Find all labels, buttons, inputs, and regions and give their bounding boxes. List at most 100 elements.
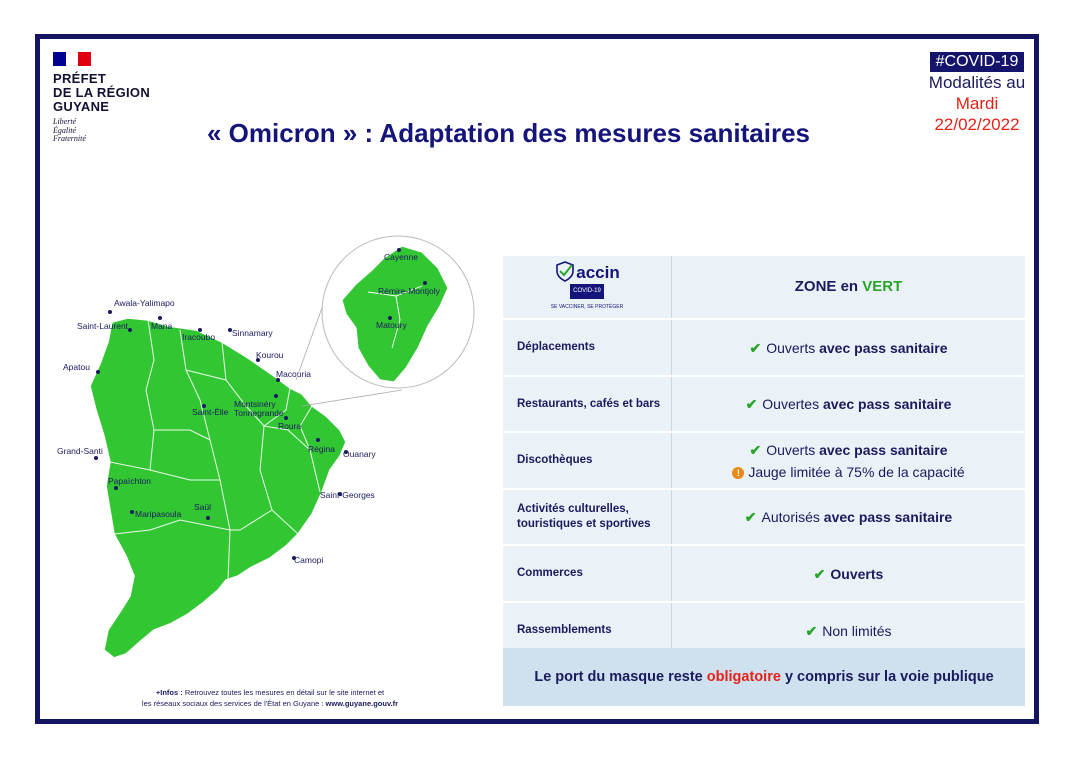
logo-line-2: DE LA RÉGION xyxy=(53,85,151,100)
town-dot xyxy=(397,248,401,252)
town-label: Awala-Yalimapo xyxy=(114,298,175,308)
infos-text-2: les réseaux sociaux des services de l'Ét… xyxy=(141,699,326,708)
town-label: Sinnamary xyxy=(232,328,273,338)
town-dot xyxy=(206,516,210,520)
footer-obligatoire: obligatoire xyxy=(706,669,781,685)
infos-bold: +Infos : xyxy=(155,688,183,697)
town-label: Saül xyxy=(194,502,211,512)
vaccin-logo: accin COVID-19 SE VACCINER, SE PROTÉGER xyxy=(503,256,672,318)
infos-text-1: Retrouvez toutes les mesures en détail s… xyxy=(182,688,385,697)
inset-town-label: Matoury xyxy=(376,320,407,330)
town-dot xyxy=(158,316,162,320)
town-dot xyxy=(228,328,232,332)
town-dot xyxy=(338,492,342,496)
town-label: Iracoubo xyxy=(182,332,215,342)
covid-date: 22/02/2022 xyxy=(934,115,1020,134)
row-label: Discothèques xyxy=(503,433,672,488)
row-value-bold: avec pass sanitaire xyxy=(823,509,953,525)
town-label: Macouria xyxy=(276,369,311,379)
town-dot xyxy=(130,510,134,514)
town-label: Apatou xyxy=(63,362,90,372)
town-dot xyxy=(274,394,278,398)
town-label: Roura xyxy=(278,421,301,431)
footer-text-3: y compris sur la voie publique xyxy=(784,669,994,685)
row-value: Ouverts xyxy=(766,441,820,458)
row-value: Non limités xyxy=(822,622,892,639)
town-label: Grand-Santi xyxy=(57,446,103,456)
town-label: Camopi xyxy=(294,555,323,565)
motto-1: Liberté xyxy=(53,117,77,126)
measures-table: accin COVID-19 SE VACCINER, SE PROTÉGER … xyxy=(503,256,1025,658)
row-label: Activités culturelles, touristiques et s… xyxy=(503,490,672,544)
vaccin-tag: COVID-19 xyxy=(570,283,604,299)
zone-color: VERT xyxy=(862,278,903,295)
map-mainland xyxy=(89,317,347,659)
inset-island xyxy=(341,245,449,383)
row-value: Autorisés xyxy=(761,509,824,525)
town-dot xyxy=(128,328,132,332)
row-label: Déplacements xyxy=(503,320,672,375)
table-row: Restaurants, cafés et bars ✔ Ouvertes ave… xyxy=(503,377,1025,433)
motto-2: Égalité xyxy=(53,125,77,135)
motto-3: Fraternité xyxy=(53,134,86,143)
shield-check-icon xyxy=(556,260,575,282)
commune-borders xyxy=(109,319,321,581)
town-dot xyxy=(284,416,288,420)
town-dot xyxy=(94,456,98,460)
row-label: Restaurants, cafés et bars xyxy=(503,377,672,431)
infos-text: +Infos : Retrouvez toutes les mesures en… xyxy=(100,687,440,709)
table-row: Activités culturelles, touristiques et s… xyxy=(503,490,1025,546)
town-label: Saint-Laurent xyxy=(77,321,129,331)
town-dot xyxy=(292,556,296,560)
town-dot xyxy=(276,378,280,382)
covid-tag: #COVID-19 xyxy=(929,52,1025,72)
page-title: « Omicron » : Adaptation des mesures san… xyxy=(207,118,811,148)
prefecture-logo: PRÉFET DE LA RÉGION GUYANE Liberté Égali… xyxy=(53,52,150,144)
table-header-row: accin COVID-19 SE VACCINER, SE PROTÉGER … xyxy=(503,256,1025,320)
table-row: Déplacements ✔ Ouverts avec pass sanitair… xyxy=(503,320,1025,377)
check-icon: ✔ xyxy=(745,396,758,412)
infos-url[interactable]: www.guyane.gouv.fr xyxy=(325,699,399,708)
vaccin-word: accin xyxy=(576,262,620,282)
zone-label: ZONE en xyxy=(794,278,863,295)
check-icon: ✔ xyxy=(805,622,818,639)
footer-text-1: Le port du masque reste xyxy=(534,669,703,685)
row-value: Ouvertes xyxy=(762,396,823,412)
row-value-bold: avec pass sanitaire xyxy=(819,441,948,458)
town-dot xyxy=(114,486,118,490)
town-dot xyxy=(96,370,100,374)
inset-connector xyxy=(301,389,403,407)
table-row: Discothèques ✔ Ouverts avec pass sanitair… xyxy=(503,433,1025,490)
row-label: Commerces xyxy=(503,546,672,601)
flag-icon xyxy=(53,52,92,66)
town-label: Mana xyxy=(151,321,173,331)
check-icon: ✔ xyxy=(749,441,762,458)
row-value-bold: avec pass sanitaire xyxy=(823,396,952,412)
row-value: Ouverts xyxy=(766,339,820,356)
town-label: Maripasoula xyxy=(135,509,182,519)
check-icon: ✔ xyxy=(749,339,762,356)
town-label: Kourou xyxy=(256,350,284,360)
row-note: Jauge limitée à 75% de la capacité xyxy=(748,463,965,480)
town-label: Papaïchton xyxy=(108,476,151,486)
vaccin-sub: SE VACCINER, SE PROTÉGER xyxy=(550,303,624,310)
town-dot xyxy=(202,404,206,408)
logo-line-3: GUYANE xyxy=(53,99,110,114)
town-dot xyxy=(108,310,112,314)
town-dot xyxy=(256,358,260,362)
logo-line-1: PRÉFET xyxy=(53,71,107,86)
guyane-map: Awala-Yalimapo Saint-Laurent Mana Iracou… xyxy=(57,235,475,659)
town-label: Montsinéry xyxy=(234,399,276,409)
row-value-bold: avec pass sanitaire xyxy=(819,339,948,356)
town-dot xyxy=(198,328,202,332)
town-label: Saint-Élie xyxy=(192,407,229,417)
row-label: Rassemblements xyxy=(503,603,672,658)
town-dot xyxy=(316,438,320,442)
town-label: Régina xyxy=(308,444,335,454)
check-icon: ✔ xyxy=(813,565,826,582)
mask-footer: Le port du masque reste obligatoire y co… xyxy=(503,648,1025,706)
inset-town-label: Rémire-Montjoly xyxy=(378,286,441,296)
town-label: Saint-Georges xyxy=(320,490,375,500)
town-label: Ouanary xyxy=(343,449,376,459)
town-dot xyxy=(344,450,348,454)
